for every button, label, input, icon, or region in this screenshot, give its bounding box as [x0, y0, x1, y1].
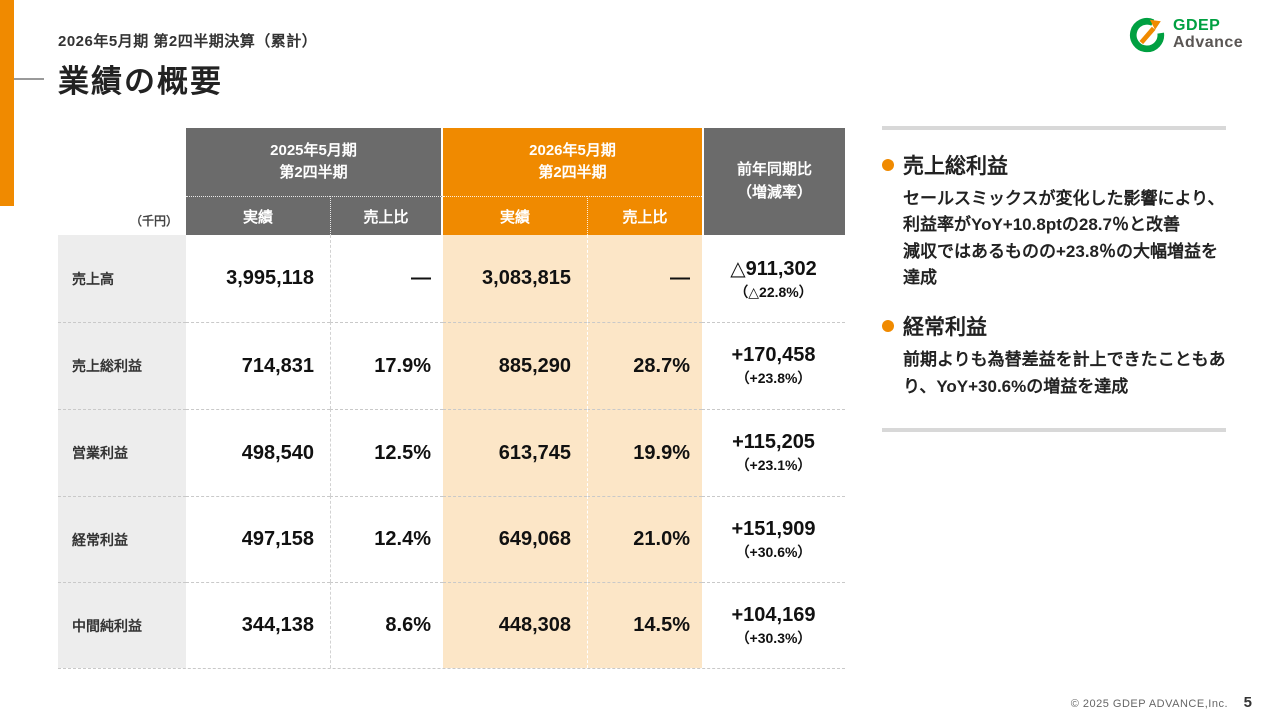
cell-cy-ratio: — [587, 235, 702, 322]
cell-yoy: △911,302 （△22.8%） [702, 235, 845, 322]
cell-py-actual: 498,540 [186, 409, 330, 496]
note-heading: 売上総利益 [882, 150, 1226, 180]
yoy-amount: +104,169 [731, 603, 816, 626]
notes-panel: 売上総利益 セールスミックスが変化した影響により、利益率がYoY+10.8ptの… [882, 126, 1226, 433]
note-section-ordinary-profit: 経常利益 前期よりも為替差益を計上できたこともあり、YoY+30.6%の増益を達… [882, 311, 1226, 400]
cell-py-ratio: 12.5% [330, 409, 443, 496]
note-body: セールスミックスが変化した影響により、利益率がYoY+10.8ptの28.7％と… [903, 186, 1226, 291]
subheader-actual-2026: 実績 [443, 196, 587, 235]
subheader-ratio-2025: 売上比 [330, 196, 443, 235]
cell-py-actual: 497,158 [186, 496, 330, 582]
logo-text-gdep: GDEP [1173, 17, 1221, 35]
yoy-percent: （+30.3%） [735, 629, 812, 646]
company-logo: GDEP Advance [1128, 16, 1243, 54]
cell-py-actual: 3,995,118 [186, 235, 330, 322]
cell-py-ratio: 17.9% [330, 322, 443, 409]
note-paragraph: セールスミックスが変化した影響により、利益率がYoY+10.8ptの28.7％と… [903, 189, 1225, 235]
note-section-gross-profit: 売上総利益 セールスミックスが変化した影響により、利益率がYoY+10.8ptの… [882, 150, 1226, 291]
accent-bar [0, 0, 14, 206]
header-yoy: 前年同期比 （増減率） [702, 128, 845, 235]
note-heading: 経常利益 [882, 311, 1226, 341]
unit-label: （千円） [58, 128, 186, 235]
header-period-2026: 2026年5月期 第2四半期 [443, 128, 702, 196]
bullet-icon [882, 320, 894, 333]
header-period-2025: 2025年5月期 第2四半期 [186, 128, 443, 196]
row-label: 営業利益 [58, 409, 186, 496]
note-paragraph: 前期よりも為替差益を計上できたこともあり、YoY+30.6%の増益を達成 [903, 350, 1226, 396]
slide-pretitle: 2026年5月期 第2四半期決算（累計） [58, 33, 318, 50]
notes-rule-top [882, 126, 1226, 130]
cell-yoy: +115,205 （+23.1%） [702, 409, 845, 496]
yoy-amount: +170,458 [731, 344, 816, 366]
row-label: 売上総利益 [58, 322, 186, 409]
cell-py-actual: 344,138 [186, 582, 330, 668]
notes-rule-bottom [882, 428, 1226, 433]
cell-cy-actual: 613,745 [443, 409, 587, 496]
yoy-amount: +151,909 [731, 517, 816, 540]
note-body: 前期よりも為替差益を計上できたこともあり、YoY+30.6%の増益を達成 [903, 347, 1226, 400]
cell-cy-ratio: 21.0% [587, 496, 702, 582]
cell-yoy: +151,909 （+30.6%） [702, 496, 845, 582]
yoy-percent: （+30.6%） [735, 543, 812, 560]
row-label: 中間純利益 [58, 582, 186, 668]
bullet-icon [882, 159, 894, 171]
subheader-ratio-2026: 売上比 [587, 196, 702, 235]
cell-yoy: +170,458 （+23.8%） [702, 322, 845, 409]
row-label: 経常利益 [58, 496, 186, 582]
cell-cy-ratio: 28.7% [587, 322, 702, 409]
cell-cy-actual: 448,308 [443, 582, 587, 668]
cell-py-ratio: — [330, 235, 443, 322]
yoy-percent: （+23.8%） [735, 370, 812, 386]
cell-py-ratio: 8.6% [330, 582, 443, 668]
row-label: 売上高 [58, 235, 186, 322]
cell-py-actual: 714,831 [186, 322, 330, 409]
cell-py-ratio: 12.4% [330, 496, 443, 582]
page-title: 業績の概要 [58, 64, 223, 99]
cell-yoy: +104,169 （+30.3%） [702, 582, 845, 668]
note-heading-label: 経常利益 [903, 316, 987, 340]
yoy-percent: （△22.8%） [734, 283, 813, 300]
yoy-amount: △911,302 [730, 257, 817, 280]
note-paragraph: 減収ではあるものの+23.8％の大幅増益を達成 [903, 241, 1219, 288]
subheader-actual-2025: 実績 [186, 196, 330, 235]
copyright: © 2025 GDEP ADVANCE,Inc. [1070, 698, 1228, 710]
cell-cy-ratio: 14.5% [587, 582, 702, 668]
note-heading-label: 売上総利益 [903, 155, 1008, 178]
yoy-percent: （+23.1%） [735, 457, 812, 473]
logo-text-advance: Advance [1173, 34, 1244, 51]
logo-mark-icon [1129, 17, 1165, 53]
cell-cy-ratio: 19.9% [587, 409, 702, 496]
cell-cy-actual: 649,068 [443, 496, 587, 582]
page-number: 5 [1243, 694, 1252, 711]
yoy-amount: +115,205 [732, 431, 815, 453]
logo-text: GDEP Advance [1173, 17, 1244, 52]
cell-cy-actual: 3,083,815 [443, 235, 587, 322]
title-dash [14, 78, 44, 80]
cell-cy-actual: 885,290 [443, 322, 587, 409]
results-table: （千円） 2025年5月期 第2四半期 2026年5月期 第2四半期 前年同期比… [58, 128, 845, 669]
